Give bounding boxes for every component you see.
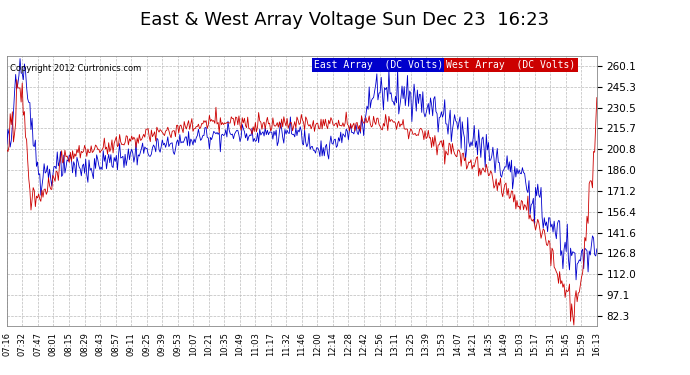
Text: West Array  (DC Volts): West Array (DC Volts) [446,60,575,70]
Text: East Array  (DC Volts): East Array (DC Volts) [314,60,443,70]
Text: Copyright 2012 Curtronics.com: Copyright 2012 Curtronics.com [10,64,141,74]
Text: East & West Array Voltage Sun Dec 23  16:23: East & West Array Voltage Sun Dec 23 16:… [141,11,549,29]
